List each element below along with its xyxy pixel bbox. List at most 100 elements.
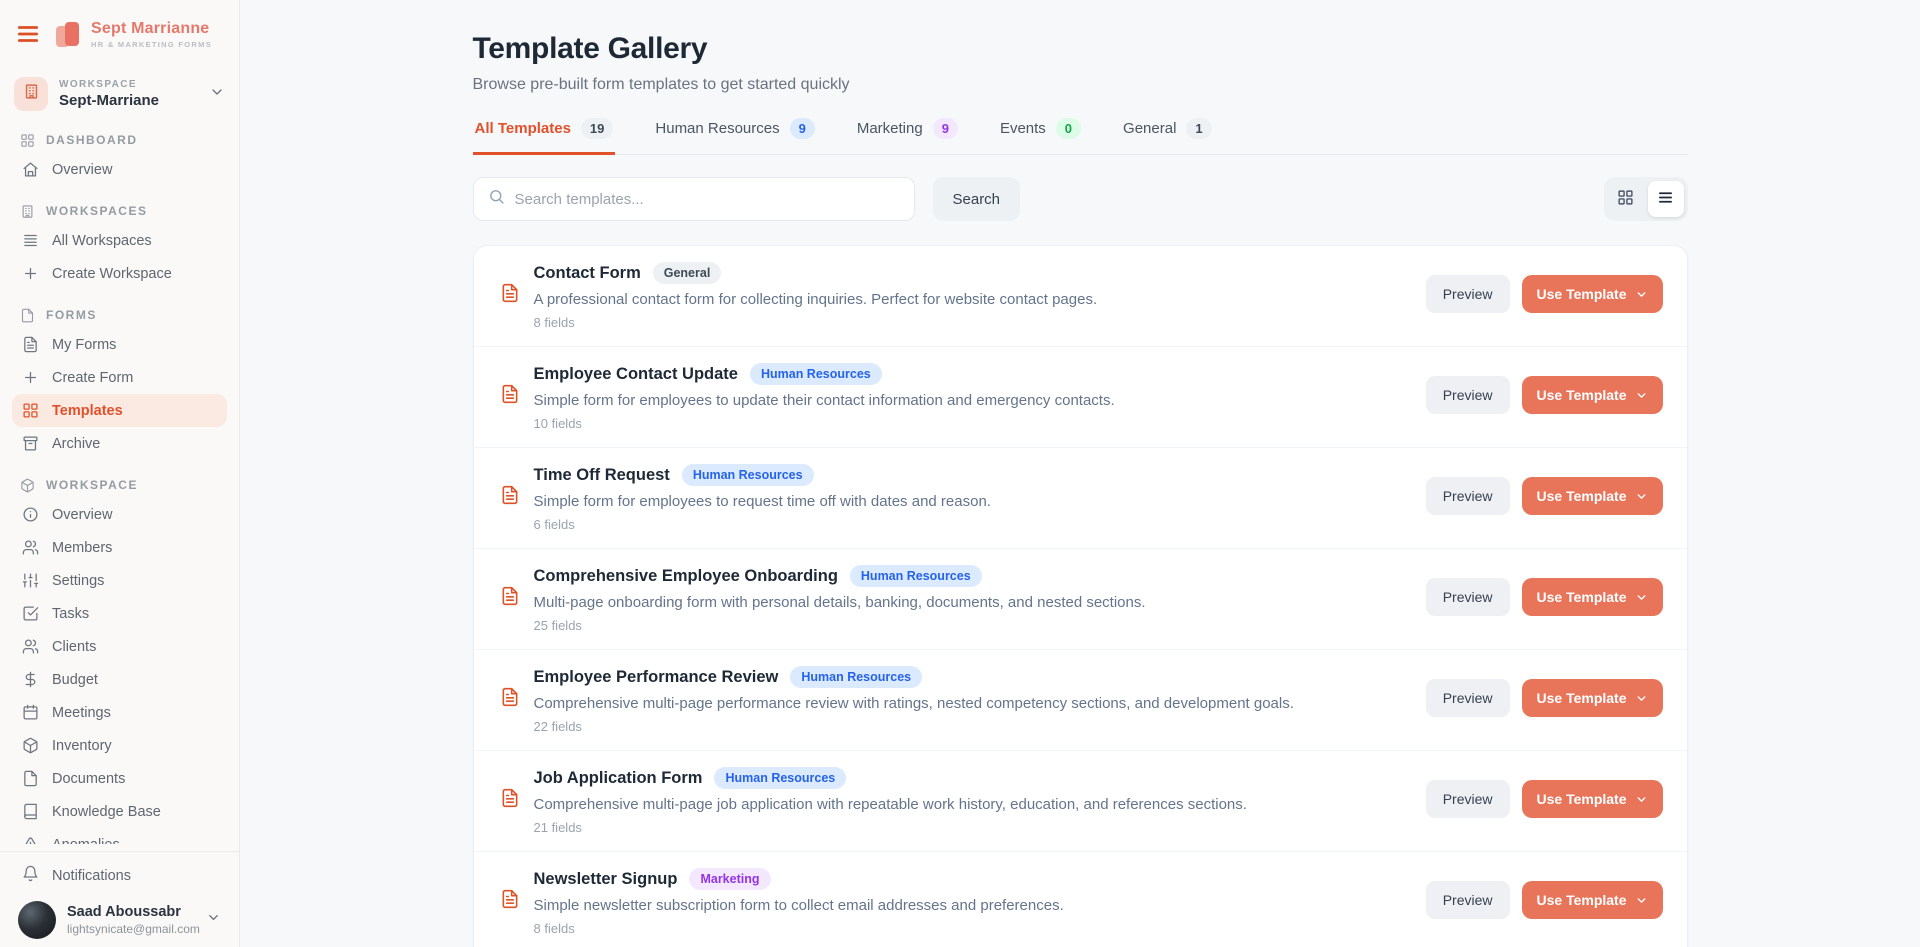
menu-button[interactable] xyxy=(14,21,42,49)
sidebar-item-workspaces-create-workspace[interactable]: Create Workspace xyxy=(12,257,227,290)
use-template-button[interactable]: Use Template xyxy=(1521,275,1663,313)
user-email: lightsynicate@gmail.com xyxy=(67,922,200,936)
grid-icon xyxy=(1617,189,1634,209)
chevron-down-icon xyxy=(1635,288,1648,301)
sidebar-item-notifications[interactable]: Notifications xyxy=(12,859,227,892)
section-label: DASHBOARD xyxy=(46,133,138,147)
category-badge: Human Resources xyxy=(790,666,923,688)
tab-events[interactable]: Events 0 xyxy=(998,118,1083,155)
sidebar-item-workspaces-all-workspaces[interactable]: All Workspaces xyxy=(12,224,227,257)
tab-count-badge: 1 xyxy=(1186,118,1212,139)
bell-icon xyxy=(22,865,39,886)
sidebar-item-dashboard-overview[interactable]: Overview xyxy=(12,153,227,186)
sidebar-item-workspace-budget[interactable]: Budget xyxy=(12,663,227,696)
section-label: FORMS xyxy=(46,308,97,322)
use-template-button[interactable]: Use Template xyxy=(1521,578,1663,616)
use-template-button[interactable]: Use Template xyxy=(1521,376,1663,414)
preview-button[interactable]: Preview xyxy=(1425,275,1510,313)
chevron-down-icon xyxy=(1635,389,1648,402)
sidebar-item-workspace-members[interactable]: Members xyxy=(12,531,227,564)
chevron-down-icon xyxy=(1635,490,1648,503)
tab-all-templates[interactable]: All Templates 19 xyxy=(472,118,616,155)
home-icon xyxy=(22,161,39,178)
preview-button[interactable]: Preview xyxy=(1425,578,1510,616)
use-template-button[interactable]: Use Template xyxy=(1521,477,1663,515)
template-row-comprehensive-employee-onboarding: Comprehensive Employee Onboarding Human R… xyxy=(473,549,1687,650)
sidebar-item-forms-my-forms[interactable]: My Forms xyxy=(12,328,227,361)
sidebar-item-workspace-knowledge-base[interactable]: Knowledge Base xyxy=(12,795,227,828)
template-row-time-off-request: Time Off Request Human Resources Simple fo… xyxy=(473,448,1687,549)
template-description: Simple newsletter subscription form to c… xyxy=(533,897,1064,914)
sidebar-item-label: All Workspaces xyxy=(52,232,152,249)
sidebar-item-label: My Forms xyxy=(52,336,117,353)
template-name: Comprehensive Employee Onboarding xyxy=(533,566,838,585)
sidebar-item-workspace-clients[interactable]: Clients xyxy=(12,630,227,663)
preview-button[interactable]: Preview xyxy=(1425,780,1510,818)
use-template-button[interactable]: Use Template xyxy=(1521,679,1663,717)
document-icon xyxy=(500,788,520,808)
sidebar-item-workspace-meetings[interactable]: Meetings xyxy=(12,696,227,729)
template-name: Employee Performance Review xyxy=(533,667,779,686)
sidebar-item-forms-templates[interactable]: Templates xyxy=(12,394,227,427)
building-icon xyxy=(23,83,40,105)
preview-button[interactable]: Preview xyxy=(1425,477,1510,515)
sidebar-section-dashboard: DASHBOARD xyxy=(12,127,227,153)
template-list: Contact Form General A professional contac… xyxy=(472,245,1688,947)
search-button[interactable]: Search xyxy=(932,177,1021,221)
document-icon xyxy=(500,283,520,303)
notifications-label: Notifications xyxy=(52,867,131,884)
sidebar-item-forms-create-form[interactable]: Create Form xyxy=(12,361,227,394)
preview-button[interactable]: Preview xyxy=(1425,679,1510,717)
tab-human-resources[interactable]: Human Resources 9 xyxy=(653,118,816,155)
tab-general[interactable]: General 1 xyxy=(1121,118,1214,155)
chevron-down-icon xyxy=(1635,793,1648,806)
chevron-down-icon xyxy=(1635,692,1648,705)
sidebar-item-workspace-documents[interactable]: Documents xyxy=(12,762,227,795)
plus-icon xyxy=(22,369,39,386)
tab-bar: All Templates 19 Human Resources 9 Marketing… xyxy=(472,118,1688,155)
search-input[interactable] xyxy=(514,190,900,208)
list-view-button[interactable] xyxy=(1647,181,1684,217)
document-icon xyxy=(500,485,520,505)
sidebar-item-forms-archive[interactable]: Archive xyxy=(12,427,227,460)
category-badge: Marketing xyxy=(689,868,771,890)
tab-label: Human Resources xyxy=(655,120,780,137)
template-name: Contact Form xyxy=(533,263,641,282)
tab-count-badge: 19 xyxy=(580,118,614,139)
grid-view-button[interactable] xyxy=(1608,181,1644,217)
sidebar-item-workspace-settings[interactable]: Settings xyxy=(12,564,227,597)
category-badge: Human Resources xyxy=(714,767,847,789)
sidebar-item-label: Members xyxy=(52,539,113,556)
chevron-down-icon xyxy=(1635,894,1648,907)
sidebar-item-workspace-inventory[interactable]: Inventory xyxy=(12,729,227,762)
use-template-button[interactable]: Use Template xyxy=(1521,780,1663,818)
sidebar-item-workspace-tasks[interactable]: Tasks xyxy=(12,597,227,630)
book-icon xyxy=(22,803,39,820)
tab-count-badge: 9 xyxy=(789,118,815,139)
tab-marketing[interactable]: Marketing 9 xyxy=(855,118,960,155)
workspace-selector[interactable]: WORKSPACE Sept-Marriane xyxy=(14,77,225,111)
sidebar-item-label: Meetings xyxy=(52,704,111,721)
sidebar-item-label: Overview xyxy=(52,161,113,178)
tab-count-badge: 9 xyxy=(932,118,958,139)
users-icon xyxy=(22,539,39,556)
alert-triangle-icon xyxy=(22,836,39,844)
sidebar-item-workspace-anomalies[interactable]: Anomalies xyxy=(12,828,227,844)
template-fields-count: 6 fields xyxy=(533,517,575,532)
file-icon xyxy=(22,770,39,787)
use-template-button[interactable]: Use Template xyxy=(1521,881,1663,919)
template-description: Multi-page onboarding form with personal… xyxy=(533,594,1146,611)
template-row-newsletter-signup: Newsletter Signup Marketing Simple newslet… xyxy=(474,852,1687,947)
preview-button[interactable]: Preview xyxy=(1425,376,1510,414)
user-menu[interactable]: Saad Aboussabr lightsynicate@gmail.com xyxy=(12,896,227,944)
sidebar-item-label: Templates xyxy=(52,402,123,419)
main-area: Template Gallery Browse pre-built form t… xyxy=(240,0,1920,947)
archive-icon xyxy=(22,435,39,452)
preview-button[interactable]: Preview xyxy=(1425,881,1510,919)
workspace-label: WORKSPACE xyxy=(59,79,137,90)
package-icon xyxy=(20,478,35,493)
sidebar-item-workspace-overview[interactable]: Overview xyxy=(12,498,227,531)
tab-label: Events xyxy=(999,120,1046,137)
template-description: Comprehensive multi-page performance rev… xyxy=(533,695,1294,712)
category-badge: Human Resources xyxy=(749,363,882,385)
